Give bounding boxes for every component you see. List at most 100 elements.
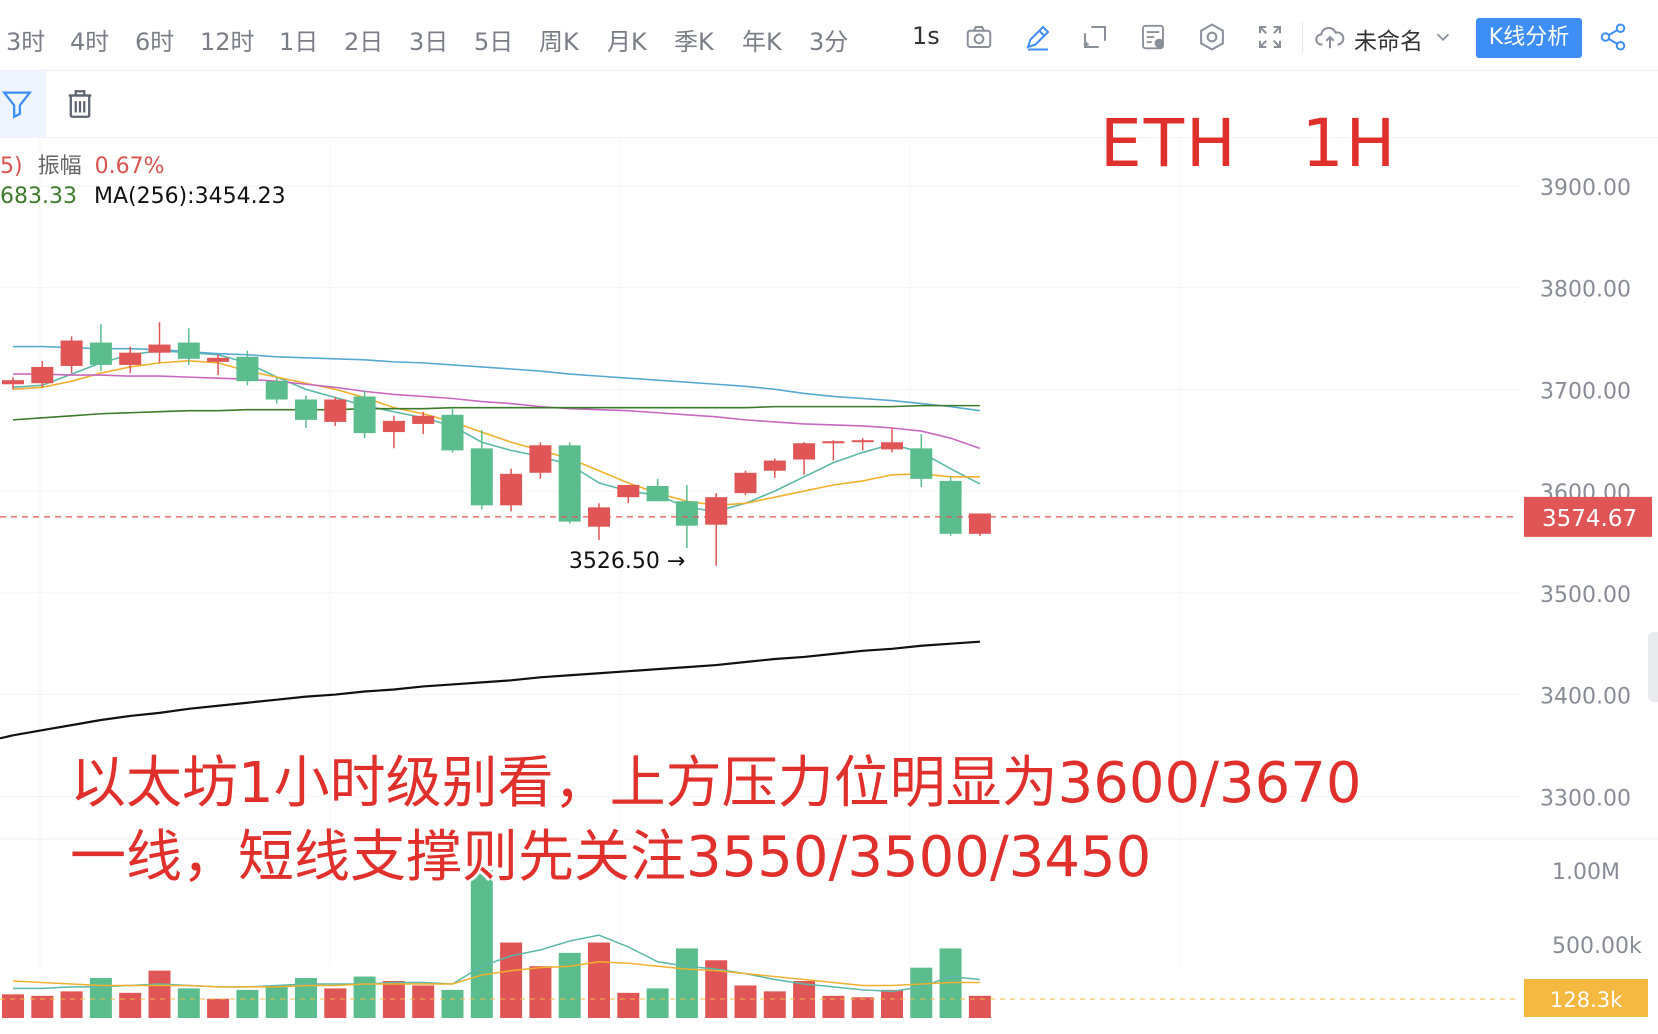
ma256-label: MA(256):3454.23 (93, 184, 286, 209)
overlay-symbol: ETH (1100, 105, 1238, 182)
volume-bar (763, 991, 786, 1018)
candle-body (529, 445, 552, 473)
chart-overlay-title: ETH 1H (1100, 105, 1397, 182)
pencil-icon[interactable] (1022, 22, 1054, 52)
timeframe-5d[interactable]: 5日 (474, 28, 514, 56)
candle-body (881, 442, 903, 450)
candle-body (60, 340, 83, 366)
fullscreen-icon[interactable] (1254, 22, 1286, 52)
candle-body (148, 344, 171, 353)
volume-tick-label: 500.00k (1552, 934, 1642, 959)
volume-bar (177, 988, 200, 1018)
candle-body (793, 443, 816, 460)
camera-icon[interactable] (963, 22, 995, 52)
candle-body (705, 497, 728, 525)
timeframe-quarter[interactable]: 季K (674, 28, 714, 56)
volume-bar (119, 992, 142, 1018)
crosshair-frame-icon[interactable] (1079, 22, 1111, 52)
low-price-annotation: 3526.50 → (569, 549, 685, 574)
filter-button[interactable] (0, 71, 46, 137)
filter-icon[interactable] (0, 87, 34, 121)
share-icon[interactable] (1597, 22, 1629, 52)
y-tick-label: 3500.00 (1540, 583, 1631, 608)
volume-tick-label: 1.00M (1552, 860, 1620, 885)
volume-bar (881, 989, 903, 1018)
amp-value: 0.67% (94, 154, 165, 179)
volume-bar (529, 966, 552, 1018)
ma-line-ma-256- (12, 640, 980, 737)
drawing-toolbar (0, 71, 1658, 138)
candle-body (177, 342, 200, 359)
candle-body (470, 448, 493, 506)
volume-bar (617, 992, 640, 1018)
candle-body (295, 399, 317, 420)
candle-body (500, 473, 523, 506)
candle-body (119, 352, 142, 365)
volume-bar (588, 942, 610, 1018)
candle-body (851, 440, 874, 443)
candle-body (353, 396, 376, 434)
volume-bar (910, 967, 933, 1018)
price-chart[interactable]: 3900.003800.003700.003600.003500.003400.… (0, 137, 1658, 1034)
cloud-upload-icon[interactable] (1313, 22, 1347, 52)
ma-line-ma-orange (12, 360, 980, 507)
interval-1s[interactable]: 1s (912, 22, 940, 50)
timeframe-4h[interactable]: 4时 (70, 28, 110, 56)
timeframe-3h[interactable]: 3时 (6, 28, 46, 56)
volume-bar (558, 952, 581, 1018)
volume-bar (353, 976, 376, 1018)
candle-body (910, 448, 933, 479)
timeframe-month[interactable]: 月K (607, 28, 647, 56)
candle-body (646, 486, 669, 502)
y-tick-label: 3400.00 (1540, 685, 1631, 710)
ma-line-ma-blue (13, 345, 981, 412)
toolbar-divider (1302, 22, 1303, 52)
overlay-interval: 1H (1301, 105, 1398, 182)
y-tick-label: 3800.00 (1540, 278, 1631, 303)
candle-body (617, 484, 640, 498)
layout-name[interactable]: 未命名 (1354, 29, 1423, 55)
timeframe-6h[interactable]: 6时 (135, 28, 175, 56)
chevron-down-icon[interactable] (1432, 22, 1454, 52)
volume-bar (60, 991, 83, 1018)
candle-body (675, 501, 698, 526)
candle-body (382, 420, 405, 433)
timeframe-1d[interactable]: 1日 (279, 28, 319, 56)
timeframe-3d[interactable]: 3日 (409, 28, 449, 56)
candle-body (236, 356, 259, 382)
volume-bar (412, 985, 435, 1018)
trash-icon[interactable] (63, 87, 97, 121)
candle-body (412, 415, 435, 424)
volume-bar (295, 978, 317, 1018)
timeframe-12h[interactable]: 12时 (200, 28, 255, 56)
timeframe-week[interactable]: 周K (539, 28, 579, 56)
ma-line-ma-darkgreen (12, 404, 980, 421)
indicator-icon[interactable] (1137, 22, 1169, 52)
kline-analysis-button[interactable]: K线分析 (1476, 18, 1582, 58)
settings-icon[interactable] (1196, 22, 1228, 52)
top-toolbar: 3时 4时 6时 12时 1日 2日 3日 5日 周K 月K 季K 年K 3分 … (0, 0, 1658, 71)
volume-bar (441, 989, 464, 1018)
volume-current-label: 128.3k (1550, 988, 1623, 1012)
ma-line-ma-teal (12, 349, 981, 513)
ma-legend: 683.33 MA(256):3454.23 (0, 184, 286, 209)
timeframe-year[interactable]: 年K (742, 28, 782, 56)
candle-body (207, 357, 230, 362)
candle-body (763, 460, 786, 471)
candle-body (265, 381, 288, 400)
candle-body (939, 480, 962, 534)
volume-bar (2, 994, 24, 1018)
timeframe-2d[interactable]: 2日 (344, 28, 384, 56)
ma-line-ma256-extension (0, 734, 14, 740)
volume-bar (675, 948, 698, 1018)
timeframe-3m[interactable]: 3分 (809, 28, 849, 56)
volume-bar (207, 998, 230, 1018)
candle-body (441, 414, 464, 451)
price-axis-scroll-handle[interactable] (1648, 632, 1658, 702)
volume-current-tag (1524, 979, 1648, 1018)
volume-bar (968, 995, 991, 1018)
volume-bar (470, 870, 493, 1018)
volume-bar (646, 988, 669, 1018)
candle-body (734, 472, 757, 494)
volume-bar (324, 988, 347, 1018)
